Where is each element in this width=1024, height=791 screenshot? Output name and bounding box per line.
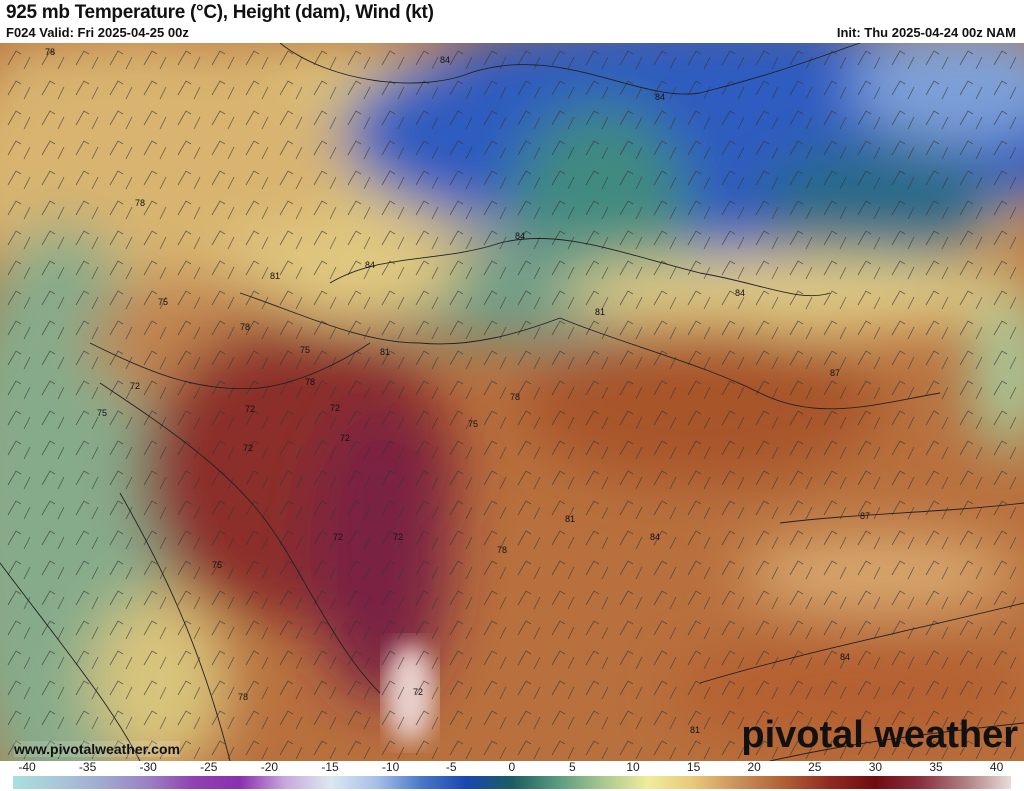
contour-label: 84 [840,652,850,662]
contour-label: 75 [97,408,107,418]
contour-label: 75 [468,419,478,429]
contour-label: 81 [270,271,280,281]
contour-label: 72 [333,532,343,542]
contour-label: 81 [690,725,700,735]
contour-label: 72 [245,404,255,414]
contour-label: 81 [565,514,575,524]
header: 925 mb Temperature (°C), Height (dam), W… [0,0,1024,43]
colorbar-tick-label: 5 [569,760,576,774]
valid-time: F024 Valid: Fri 2025-04-25 00z [6,25,189,40]
contour-label: 72 [243,443,253,453]
colorbar-tick-label: 10 [626,760,640,774]
colorbar-tick-label: -35 [78,760,97,774]
colorbar-tick-label: -15 [321,760,339,774]
contour-label: 84 [735,288,745,298]
colorbar-tick-label: 20 [747,760,761,774]
contour-label: 72 [330,403,340,413]
contour-label: 81 [595,307,605,317]
contour-label: 78 [240,322,250,332]
contour-label: 72 [413,687,423,697]
temperature-map: 78 84 84 78 84 81 84 75 78 81 75 81 78 72 75 72 72 72 72 78… [0,43,1024,761]
wind-barbs [0,43,1024,761]
colorbar-tick-label: 25 [808,760,822,774]
contour-label: 84 [440,55,450,65]
contour-label: 75 [158,297,168,307]
colorbar-tick-label: -10 [381,760,400,774]
colorbar-tick-label: -5 [445,760,457,774]
contour-label: 84 [515,231,525,241]
contour-label: 87 [860,511,870,521]
contour-label: 87 [830,368,840,378]
pivotal-weather-logo: pivotal weather [741,714,1018,756]
contour-label: 78 [135,198,145,208]
colorbar-tick-label: 0 [508,760,516,774]
init-time: Init: Thu 2025-04-24 00z NAM [836,25,1016,40]
colorbar-tick-label: 35 [929,760,943,774]
contour-labels: 78 84 84 78 84 81 84 75 78 81 75 81 78 72 75 72 72 72 72 78… [45,47,870,735]
colorbar-tick-label: -40 [18,760,36,774]
contour-label: 75 [300,345,310,355]
website-watermark: www.pivotalweather.com [14,741,180,757]
colorbar-tick-label: 30 [868,760,883,774]
colorbar-tick-label: 15 [686,760,701,774]
contour-label: 78 [305,377,315,387]
contour-label: 72 [130,381,140,391]
colorbar-tick-label: -20 [260,760,279,774]
contour-label: 84 [650,532,660,542]
contour-label: 72 [340,433,350,443]
colorbar-tick-label: -25 [200,760,218,774]
contour-label: 78 [510,392,520,402]
colorbar-strip [13,776,1011,789]
contour-label: 81 [380,347,390,357]
map-title: 925 mb Temperature (°C), Height (dam), W… [6,2,434,23]
contour-label: 84 [655,92,665,102]
colorbar-tick-label: -30 [139,760,157,774]
contour-label: 78 [497,545,507,555]
contour-label: 78 [45,47,55,57]
contour-label: 75 [212,560,222,570]
height-contours [0,43,1024,761]
contour-label: 78 [238,692,248,702]
contour-label: 72 [393,532,403,542]
colorbar-tick-label: 40 [989,760,1004,774]
contour-label: 84 [365,260,375,270]
